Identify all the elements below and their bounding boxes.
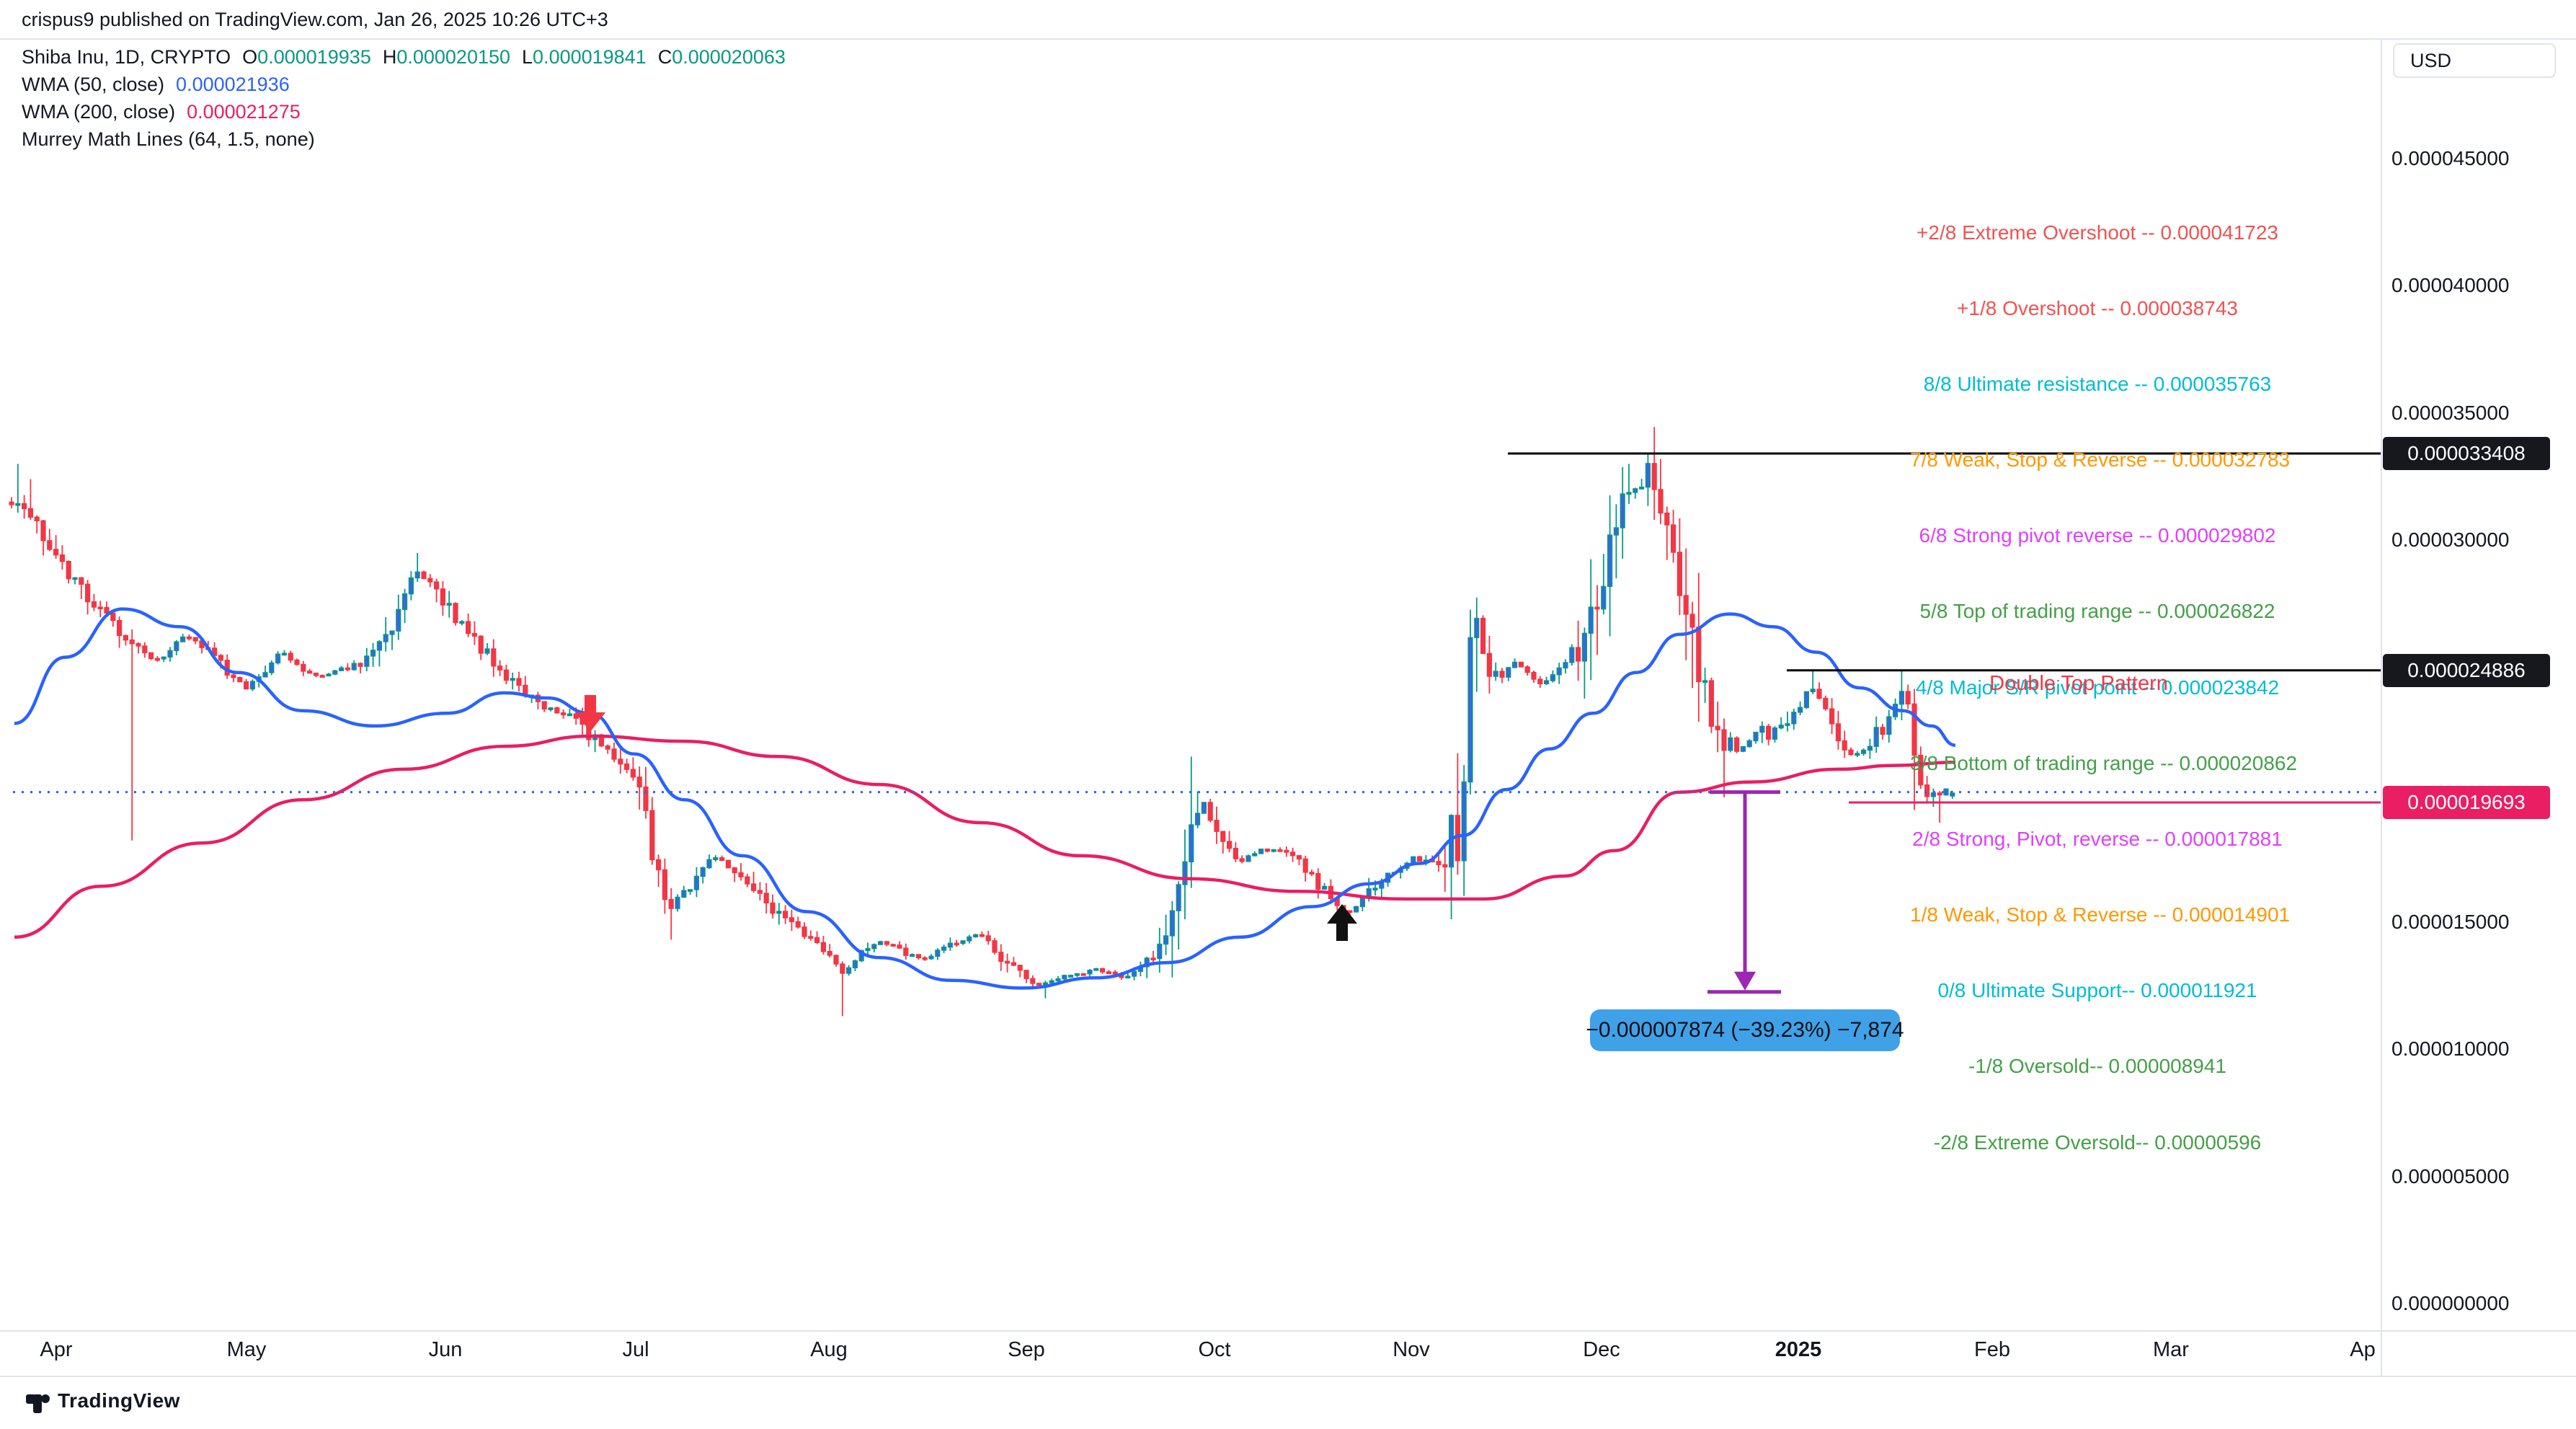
price-range-measure-tool[interactable] xyxy=(1707,790,1781,994)
publish-attribution-line: crispus9 published on TradingView.com, J… xyxy=(22,9,608,30)
tradingview-logo-icon xyxy=(26,1394,50,1413)
time-axis-top-border xyxy=(0,1330,2576,1332)
price-axis-tick: 0.000000000 xyxy=(2391,1292,2510,1314)
bearish-cross-arrow[interactable] xyxy=(575,695,605,732)
price-axis-divider xyxy=(2381,38,2382,1377)
time-axis-label: Aug xyxy=(810,1338,848,1361)
price-axis-tick: 0.000040000 xyxy=(2391,274,2510,297)
support-price-badge: 0.000019693 xyxy=(2383,786,2550,820)
time-axis-label: Oct xyxy=(1198,1338,1231,1361)
murrey-level-label: +1/8 Overshoot -- 0.000038743 xyxy=(1957,296,2238,319)
time-axis-label: Mar xyxy=(2153,1338,2189,1361)
ohlc-open: O0.000019935 xyxy=(242,46,371,68)
currency-toggle-button[interactable]: USD xyxy=(2393,43,2556,78)
header-divider xyxy=(0,38,2576,40)
time-axis-label: Feb xyxy=(1974,1338,2010,1361)
murrey-level-label: 6/8 Strong pivot reverse -- 0.000029802 xyxy=(1919,524,2276,547)
price-axis-tick: 0.000010000 xyxy=(2391,1038,2510,1061)
double-top-price-badge: 0.000024886 xyxy=(2383,653,2550,687)
wma200-label: WMA (200, close) xyxy=(22,101,176,123)
time-axis-label: Apr xyxy=(40,1338,73,1361)
wma200-value: 0.000021275 xyxy=(187,101,301,123)
murrey-level-label: +2/8 Extreme Overshoot -- 0.000041723 xyxy=(1917,221,2278,244)
price-range-measure-label: −0.000007874 (−39.23%) −7,874 xyxy=(1586,1009,1904,1051)
time-axis-label: 2025 xyxy=(1775,1338,1822,1361)
murrey-indicator-label: Murrey Math Lines (64, 1.5, none) xyxy=(22,128,315,150)
wma50-line xyxy=(14,607,1956,990)
bullish-cross-arrow[interactable] xyxy=(1327,904,1357,941)
wma200-line xyxy=(14,734,1956,939)
murrey-level-label: 0/8 Ultimate Support-- 0.000011921 xyxy=(1937,979,2257,1002)
chart-legend: Shiba Inu, 1D, CRYPTO O0.000019935 H0.00… xyxy=(22,46,786,151)
currency-toggle-label: USD xyxy=(2410,49,2452,71)
tradingview-logo[interactable]: TradingView xyxy=(26,1389,180,1413)
murrey-level-label: 8/8 Ultimate resistance -- 0.000035763 xyxy=(1923,372,2272,395)
murrey-level-label: 4/8 Major S/R pivot point -- 0.000023842 xyxy=(1915,676,2280,699)
murrey-level-label: -1/8 Oversold-- 0.000008941 xyxy=(1968,1055,2226,1078)
time-axis-label: Nov xyxy=(1393,1338,1430,1361)
double-top-annotation: Double Top Pattern xyxy=(1989,672,2168,695)
murrey-level-label: 1/8 Weak, Stop & Reverse -- 0.000014901 xyxy=(1910,903,2291,926)
murrey-level-label: -2/8 Extreme Oversold-- 0.00000596 xyxy=(1933,1131,2262,1154)
tradingview-logo-text: TradingView xyxy=(58,1389,180,1412)
time-axis-bottom-border xyxy=(0,1376,2576,1377)
candles-layer xyxy=(9,427,1955,1017)
price-axis-tick: 0.000005000 xyxy=(2391,1164,2510,1187)
wma50-value: 0.000021936 xyxy=(176,74,290,95)
ohlc-high: H0.000020150 xyxy=(382,46,511,68)
wma50-label: WMA (50, close) xyxy=(22,74,165,95)
murrey-level-label: 7/8 Weak, Stop & Reverse -- 0.000032783 xyxy=(1910,448,2291,472)
price-axis-tick: 0.000030000 xyxy=(2391,528,2510,552)
legend-murrey-row[interactable]: Murrey Math Lines (64, 1.5, none) xyxy=(22,128,786,151)
time-axis-label: Jun xyxy=(428,1338,463,1361)
murrey-level-label: 5/8 Top of trading range -- 0.000026822 xyxy=(1919,600,2275,623)
murrey-level-label: 2/8 Strong, Pivot, reverse -- 0.00001788… xyxy=(1912,827,2283,850)
legend-symbol-row[interactable]: Shiba Inu, 1D, CRYPTO O0.000019935 H0.00… xyxy=(22,46,786,68)
time-axis-label: Jul xyxy=(622,1338,649,1361)
time-axis-label: Sep xyxy=(1008,1338,1045,1361)
symbol-title: Shiba Inu, 1D, CRYPTO xyxy=(22,46,231,68)
ohlc-low: L0.000019841 xyxy=(522,46,647,68)
legend-wma200-row[interactable]: WMA (200, close) 0.000021275 xyxy=(22,101,786,123)
ohlc-close: C0.000020063 xyxy=(657,46,786,68)
time-axis-label: Dec xyxy=(1583,1338,1620,1361)
murrey-level-label: 3/8 Bottom of trading range -- 0.0000208… xyxy=(1910,751,2298,774)
legend-wma50-row[interactable]: WMA (50, close) 0.000021936 xyxy=(22,74,786,96)
time-axis-label: Ap xyxy=(2350,1338,2376,1361)
price-axis-tick: 0.000045000 xyxy=(2391,146,2510,169)
time-axis-label: May xyxy=(226,1338,267,1361)
price-axis-tick: 0.000035000 xyxy=(2391,401,2510,424)
price-axis-tick: 0.000015000 xyxy=(2391,910,2510,933)
dec-high-price-badge: 0.000033408 xyxy=(2383,437,2550,471)
